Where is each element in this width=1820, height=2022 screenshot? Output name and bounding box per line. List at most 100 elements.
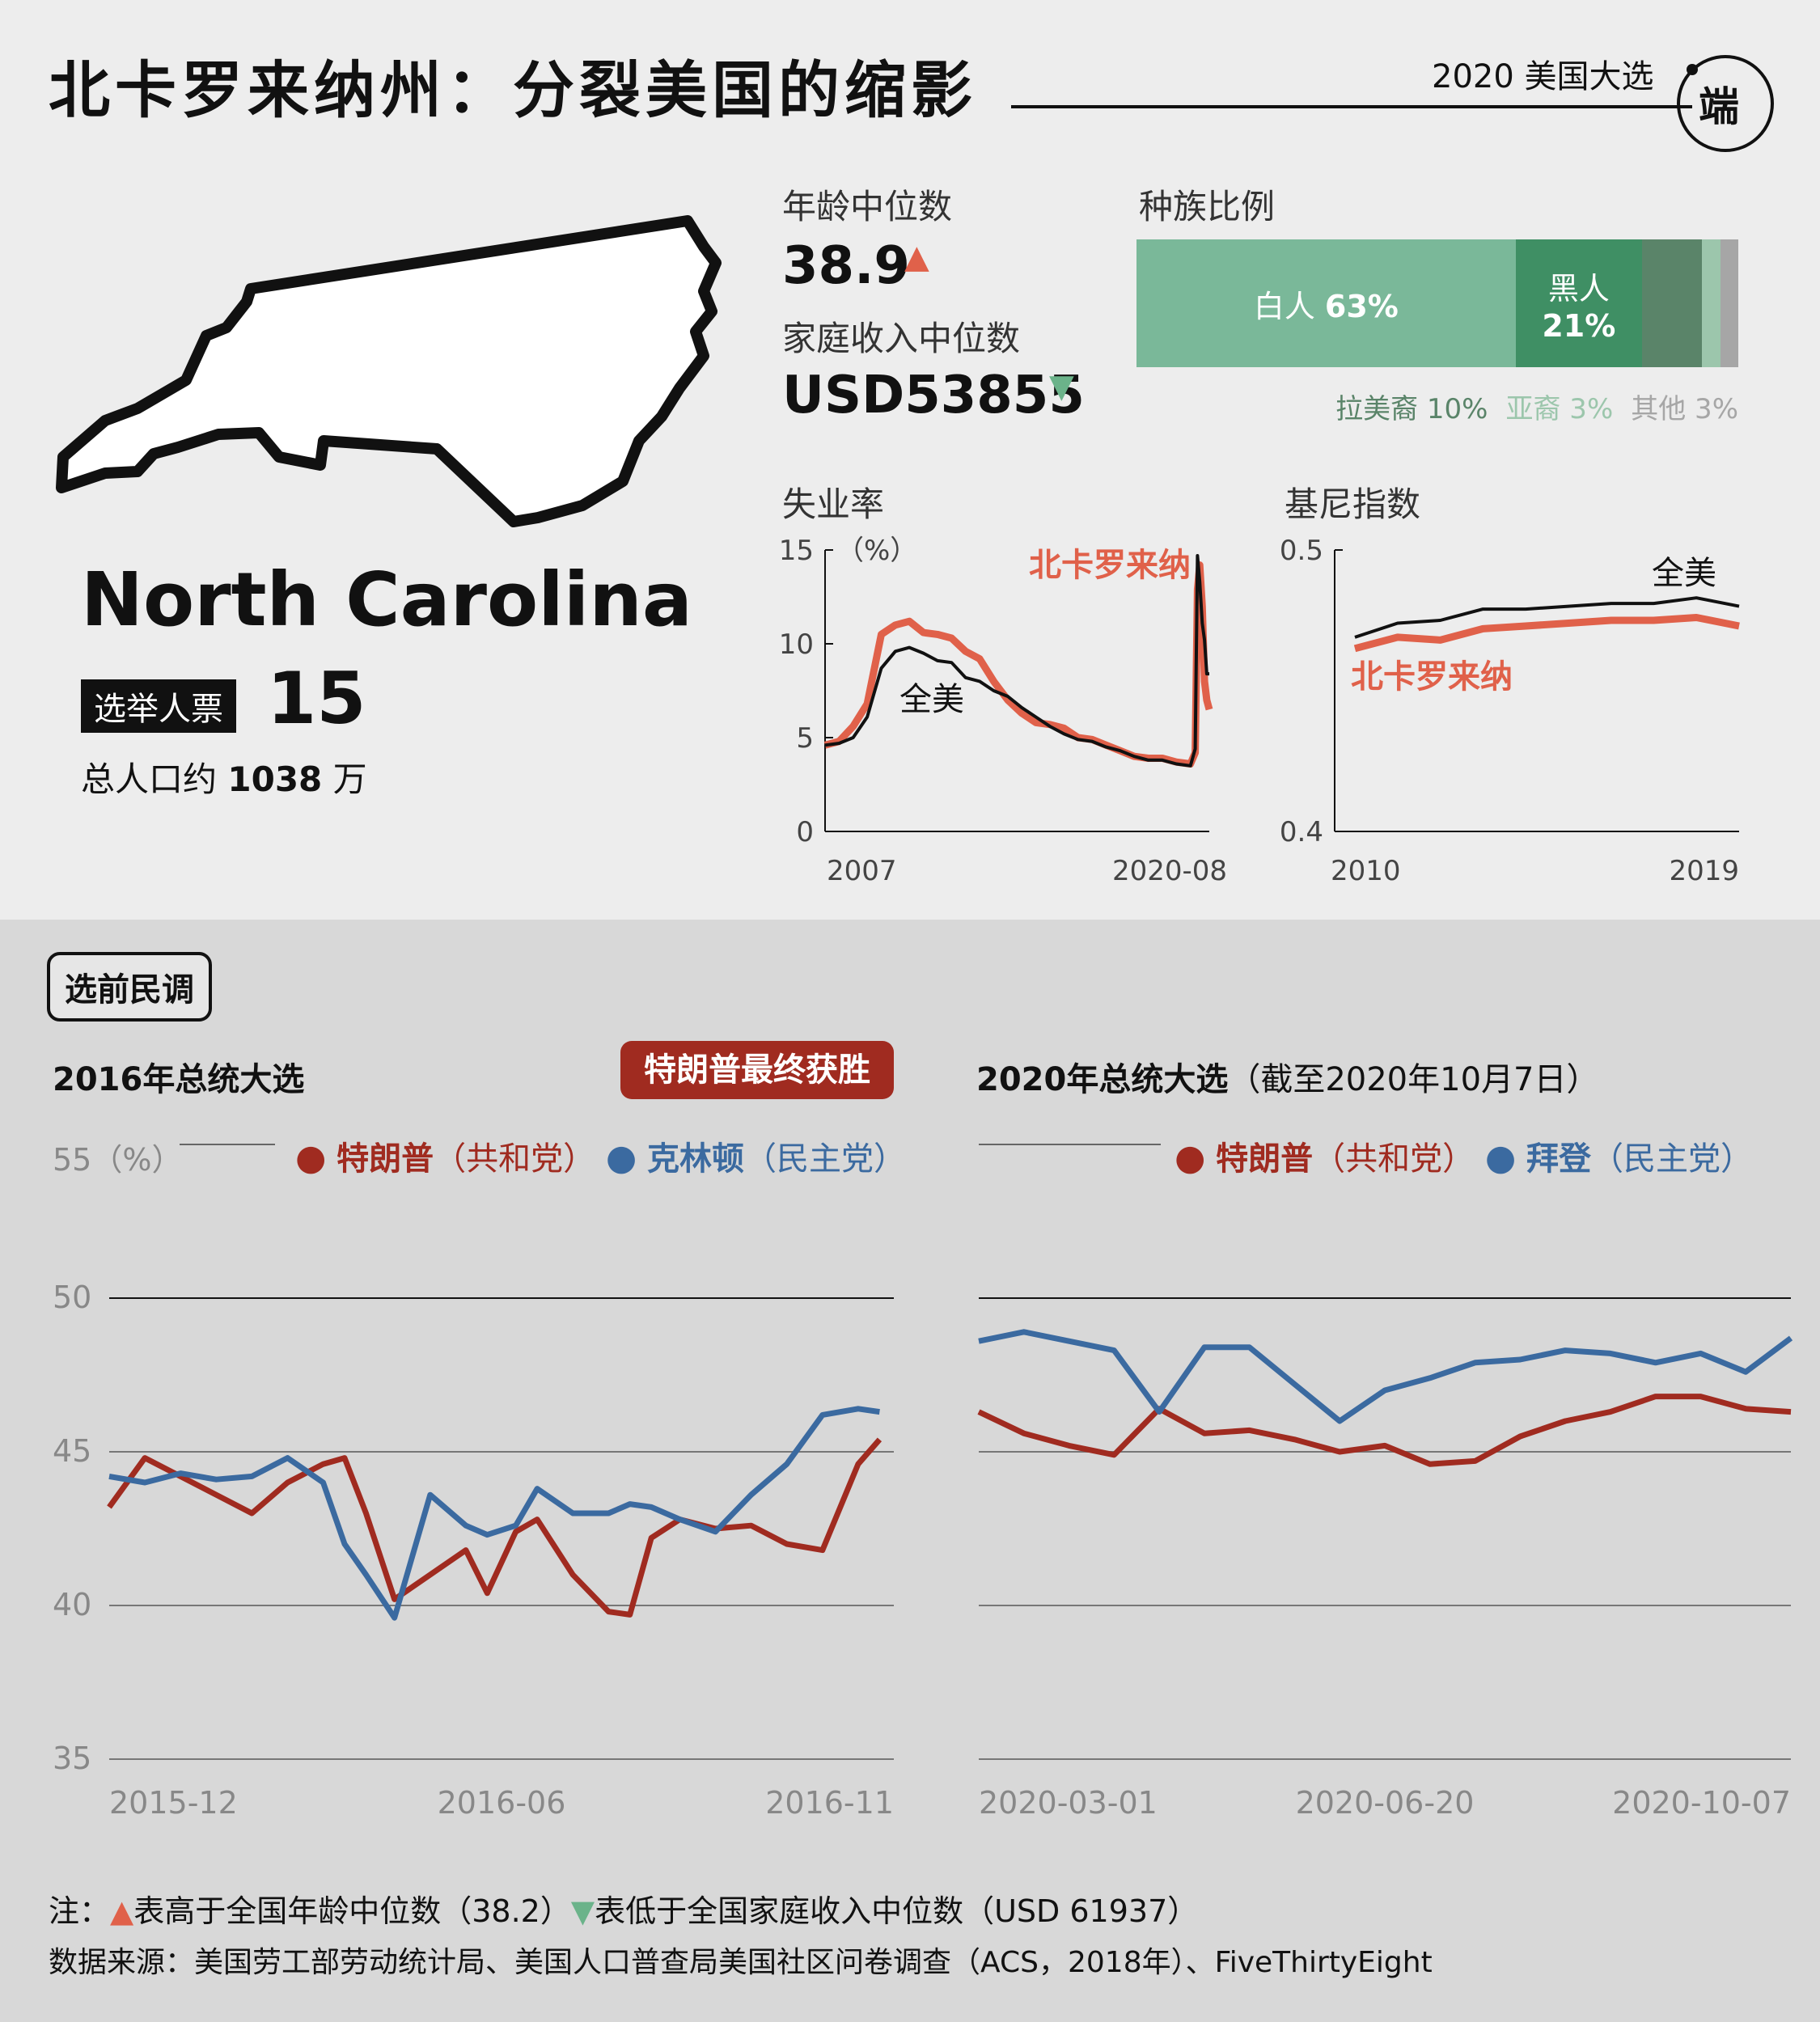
unemp-ytick-0: 0 xyxy=(796,816,814,848)
race-legend-item-2: 拉美裔 10% xyxy=(1335,393,1488,425)
median-age-label: 年龄中位数 xyxy=(782,187,953,226)
legend-trump2020-name: 特朗普 xyxy=(1216,1140,1314,1178)
poll2020-title: 2020年总统大选 xyxy=(976,1061,1229,1098)
poll2020-svg-line-dem xyxy=(978,1329,1793,1424)
note-up-text: 表高于全国年龄中位数（38.2） xyxy=(133,1893,571,1929)
footer-source: 数据来源：美国劳工部劳动统计局、美国人口普查局美国社区问卷调查（ACS，2018… xyxy=(49,1946,1433,1979)
unemp-ytick-1: 5 xyxy=(796,722,814,755)
legend-biden-name: 拜登 xyxy=(1526,1140,1591,1178)
footer-note: 注：▲表高于全国年龄中位数（38.2）▼表低于全国家庭收入中位数（USD 619… xyxy=(49,1886,1198,1931)
race-segment-1: 黑人 21% xyxy=(1515,239,1642,367)
unemp-unit: （%） xyxy=(836,535,917,567)
poll2016-svg-xtick-0: 2015-12 xyxy=(109,1785,238,1821)
gini-line-nc xyxy=(1353,614,1740,653)
population-unit: 万 xyxy=(332,759,367,799)
median-income-down-arrow: ▼ xyxy=(1049,368,1074,405)
state-name: North Carolina xyxy=(81,556,692,643)
population-prefix: 总人口约 xyxy=(81,759,218,799)
poll2020-svg-xtick-0: 2020-03-01 xyxy=(979,1785,1158,1821)
gini-line-us xyxy=(1354,596,1740,639)
poll2016-unit: （%） xyxy=(91,1142,183,1178)
poll2016-svg-line-trump xyxy=(107,1437,882,1618)
gini-title: 基尼指数 xyxy=(1285,484,1421,524)
electoral-label: 选举人票 xyxy=(81,679,236,733)
poll2016-svg-xtick-1: 2016-06 xyxy=(438,1785,566,1821)
legend-trump-name: 特朗普 xyxy=(336,1140,434,1178)
poll2016-svg-xtick-2: 2016-11 xyxy=(765,1785,894,1821)
gini-label-nc: 北卡罗来纳 xyxy=(1351,658,1513,696)
race-legend: 拉美裔 10% 亚裔 3% 其他 3% xyxy=(1136,387,1738,426)
trump-2020-dot-icon: ● xyxy=(1175,1137,1206,1178)
poll2020-legend: ● 特朗普（共和党） ● 拜登（民主党） xyxy=(1175,1132,1753,1179)
race-segment-3 xyxy=(1702,239,1721,367)
race-bar: 白人 63% 黑人 21% xyxy=(1136,239,1738,367)
poll2016-chart: 35 40 45 50 2015-12 2016-06 2016-11 xyxy=(53,1144,894,1821)
north-carolina-map xyxy=(56,215,722,527)
poll2020-chart: 2020-03-01 2020-06-20 2020-10-07 xyxy=(977,1144,1793,1821)
polls-section-label: 选前民调 xyxy=(47,952,212,1022)
race-black-name: 黑人 xyxy=(1547,270,1610,307)
page-title: 北卡罗来纳州：分裂美国的缩影 xyxy=(49,54,977,126)
gini-ytick-0: 0.4 xyxy=(1280,816,1323,848)
header-rule xyxy=(1011,55,1774,152)
legend-trump2020-party: （共和党） xyxy=(1313,1140,1475,1178)
biden-dot-icon: ● xyxy=(1484,1137,1517,1178)
poll2020-subtitle: （截至2020年10月7日） xyxy=(1228,1061,1599,1098)
clinton-dot-icon: ● xyxy=(605,1137,637,1178)
note-prefix: 注： xyxy=(49,1893,111,1929)
unemp-ytick-2: 10 xyxy=(779,628,814,661)
gini-chart: 0.4 0.5 2010 2019 北卡罗来纳 全美 xyxy=(1280,535,1740,887)
race-legend-item-4: 其他 3% xyxy=(1631,393,1738,425)
gini-xtick-1: 2019 xyxy=(1669,855,1739,887)
note-up-arrow-icon: ▲ xyxy=(110,1893,134,1929)
unemp-label-nc: 北卡罗来纳 xyxy=(1029,547,1191,584)
poll2016-svg-ytick-3: 50 xyxy=(53,1280,91,1315)
unemp-ytick-3: 15 xyxy=(779,535,814,567)
legend-biden-party: （民主党） xyxy=(1590,1140,1753,1178)
population-line: 总人口约 1038 万 xyxy=(81,752,367,802)
logo-circle xyxy=(1677,55,1774,152)
race-segment-4 xyxy=(1720,239,1738,367)
poll2020-svg-xtick-1: 2020-06-20 xyxy=(1296,1785,1475,1821)
poll2020-svg-line-trump xyxy=(977,1394,1792,1467)
median-income-value: USD53855 xyxy=(782,366,1085,425)
poll2016-title: 2016年总统大选 xyxy=(53,1061,305,1098)
unemp-xtick-0: 2007 xyxy=(827,855,897,887)
winner-badge: 特朗普最终获胜 xyxy=(620,1041,894,1099)
gini-xtick-0: 2010 xyxy=(1331,855,1401,887)
median-age-value: 38.9 xyxy=(782,236,910,296)
unemp-line-us xyxy=(824,554,1209,768)
race-label: 种族比例 xyxy=(1139,187,1276,226)
trump-dot-icon: ● xyxy=(295,1137,327,1178)
poll2016-legend: ● 特朗普（共和党） ● 克林顿（民主党） xyxy=(295,1132,906,1179)
race-segment-2 xyxy=(1641,239,1703,367)
race-white-label: 白人 63% xyxy=(1253,288,1399,324)
poll2016-svg-ytick-1: 40 xyxy=(53,1587,91,1622)
population-value: 1038 xyxy=(227,759,323,799)
legend-clinton-party: （民主党） xyxy=(743,1140,906,1178)
poll2020-title-line: 2020年总统大选（截至2020年10月7日） xyxy=(976,1053,1598,1100)
race-segment-0: 白人 63% xyxy=(1136,239,1516,367)
unemp-label-us: 全美 xyxy=(899,681,964,718)
median-income-label: 家庭收入中位数 xyxy=(782,319,1021,358)
poll2016-y-top: 55 xyxy=(53,1142,92,1178)
legend-clinton-name: 克林顿 xyxy=(646,1140,744,1178)
poll2016-unit-label: 55（%） xyxy=(53,1135,182,1179)
unemp-xtick-1: 2020-08 xyxy=(1112,855,1227,887)
gini-label-us: 全美 xyxy=(1652,555,1716,592)
poll2016-svg-ytick-2: 45 xyxy=(53,1433,91,1469)
note-down-arrow-icon: ▼ xyxy=(570,1893,595,1929)
gini-ytick-1: 0.5 xyxy=(1280,535,1323,567)
electoral-votes: 15 xyxy=(267,657,366,740)
poll2020-svg-xtick-2: 2020-10-07 xyxy=(1612,1785,1791,1821)
poll2016-svg-line-dem xyxy=(108,1406,880,1621)
median-age-up-arrow: ▲ xyxy=(904,239,929,276)
race-legend-item-3: 亚裔 3% xyxy=(1505,393,1614,425)
series-label: 2020 美国大选 xyxy=(1432,58,1654,95)
poll2016-svg-ytick-0: 35 xyxy=(53,1741,91,1776)
note-down-text: 表低于全国家庭收入中位数（USD 61937） xyxy=(595,1893,1199,1929)
unemployment-title: 失业率 xyxy=(782,484,885,524)
legend-trump-party: （共和党） xyxy=(434,1140,596,1178)
